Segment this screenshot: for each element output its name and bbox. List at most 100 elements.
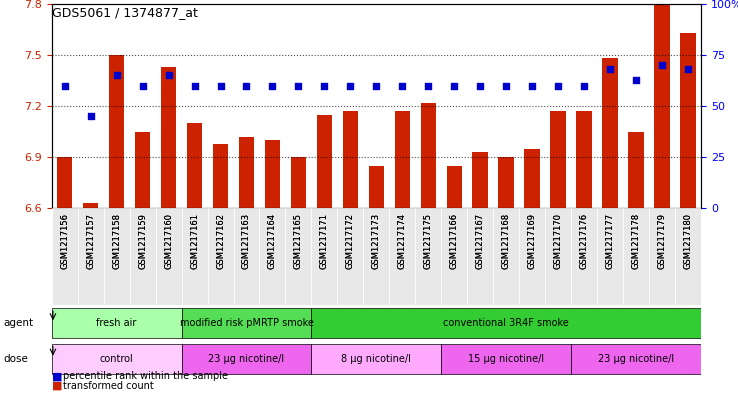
FancyBboxPatch shape <box>545 208 571 305</box>
FancyBboxPatch shape <box>441 343 571 374</box>
Text: GSM1217159: GSM1217159 <box>138 213 147 269</box>
Text: 23 μg nicotine/l: 23 μg nicotine/l <box>598 354 675 364</box>
FancyBboxPatch shape <box>337 208 363 305</box>
Text: GSM1217167: GSM1217167 <box>476 213 485 269</box>
Point <box>292 83 304 89</box>
FancyBboxPatch shape <box>52 308 182 338</box>
Point <box>526 83 538 89</box>
FancyBboxPatch shape <box>675 208 701 305</box>
Bar <box>498 157 514 208</box>
Text: GSM1217158: GSM1217158 <box>112 213 121 269</box>
Bar <box>135 132 151 208</box>
Text: ■: ■ <box>52 371 62 381</box>
Text: GSM1217177: GSM1217177 <box>606 213 615 269</box>
Bar <box>628 132 644 208</box>
FancyBboxPatch shape <box>311 308 701 338</box>
Bar <box>446 166 462 208</box>
Point <box>137 83 148 89</box>
Text: GSM1217176: GSM1217176 <box>580 213 589 269</box>
Point <box>396 83 408 89</box>
Text: control: control <box>100 354 134 364</box>
Text: GSM1217177: GSM1217177 <box>606 213 615 269</box>
Text: GSM1217164: GSM1217164 <box>268 213 277 269</box>
Text: GSM1217178: GSM1217178 <box>632 213 641 269</box>
Text: GSM1217175: GSM1217175 <box>424 213 432 269</box>
Text: GSM1217168: GSM1217168 <box>502 213 511 269</box>
Bar <box>395 111 410 208</box>
Text: conventional 3R4F smoke: conventional 3R4F smoke <box>444 318 569 328</box>
Point <box>656 62 668 68</box>
Text: GSM1217175: GSM1217175 <box>424 213 432 269</box>
FancyBboxPatch shape <box>649 208 675 305</box>
Point <box>189 83 201 89</box>
Text: GSM1217161: GSM1217161 <box>190 213 199 269</box>
Text: GSM1217168: GSM1217168 <box>502 213 511 269</box>
Text: ■: ■ <box>52 381 62 391</box>
Text: GSM1217178: GSM1217178 <box>632 213 641 269</box>
Text: GSM1217166: GSM1217166 <box>450 213 459 269</box>
Point <box>475 83 486 89</box>
Text: GSM1217169: GSM1217169 <box>528 213 537 269</box>
FancyBboxPatch shape <box>597 208 623 305</box>
FancyBboxPatch shape <box>441 208 467 305</box>
FancyBboxPatch shape <box>467 208 493 305</box>
Text: 15 μg nicotine/l: 15 μg nicotine/l <box>468 354 545 364</box>
Point <box>422 83 434 89</box>
Text: GSM1217170: GSM1217170 <box>554 213 562 269</box>
Point <box>59 83 71 89</box>
Text: GSM1217179: GSM1217179 <box>658 213 666 269</box>
Text: GSM1217157: GSM1217157 <box>86 213 95 269</box>
Point <box>215 83 227 89</box>
FancyBboxPatch shape <box>390 208 415 305</box>
Text: GSM1217161: GSM1217161 <box>190 213 199 269</box>
Bar <box>108 55 125 208</box>
Text: agent: agent <box>4 318 34 328</box>
Point <box>682 66 694 72</box>
Text: fresh air: fresh air <box>97 318 137 328</box>
Text: 23 μg nicotine/l: 23 μg nicotine/l <box>208 354 285 364</box>
Bar <box>342 111 358 208</box>
FancyBboxPatch shape <box>182 308 311 338</box>
Point <box>604 66 616 72</box>
FancyBboxPatch shape <box>130 208 156 305</box>
Point <box>370 83 382 89</box>
Text: GSM1217156: GSM1217156 <box>61 213 69 269</box>
FancyBboxPatch shape <box>415 208 441 305</box>
Bar <box>317 115 332 208</box>
Text: GSM1217164: GSM1217164 <box>268 213 277 269</box>
Text: GSM1217160: GSM1217160 <box>164 213 173 269</box>
Point <box>162 72 174 79</box>
FancyBboxPatch shape <box>156 208 182 305</box>
Text: GSM1217174: GSM1217174 <box>398 213 407 269</box>
Point <box>85 113 97 119</box>
Bar <box>238 137 255 208</box>
Point <box>449 83 461 89</box>
Text: GSM1217172: GSM1217172 <box>346 213 355 269</box>
FancyBboxPatch shape <box>77 208 103 305</box>
Bar <box>83 203 98 208</box>
Text: GSM1217170: GSM1217170 <box>554 213 562 269</box>
Point <box>552 83 564 89</box>
Text: GSM1217162: GSM1217162 <box>216 213 225 269</box>
Point <box>579 83 590 89</box>
FancyBboxPatch shape <box>520 208 545 305</box>
Bar <box>576 111 592 208</box>
Text: GSM1217159: GSM1217159 <box>138 213 147 269</box>
Text: transformed count: transformed count <box>63 381 154 391</box>
Bar <box>57 157 72 208</box>
Point <box>345 83 356 89</box>
FancyBboxPatch shape <box>311 208 337 305</box>
FancyBboxPatch shape <box>182 343 311 374</box>
Point <box>319 83 331 89</box>
FancyBboxPatch shape <box>207 208 233 305</box>
FancyBboxPatch shape <box>571 208 597 305</box>
FancyBboxPatch shape <box>571 343 701 374</box>
Bar <box>655 4 670 208</box>
Text: GSM1217163: GSM1217163 <box>242 213 251 269</box>
Text: 8 μg nicotine/l: 8 μg nicotine/l <box>342 354 411 364</box>
FancyBboxPatch shape <box>103 208 130 305</box>
Text: GSM1217169: GSM1217169 <box>528 213 537 269</box>
Bar <box>472 152 488 208</box>
FancyBboxPatch shape <box>493 208 520 305</box>
FancyBboxPatch shape <box>286 208 311 305</box>
